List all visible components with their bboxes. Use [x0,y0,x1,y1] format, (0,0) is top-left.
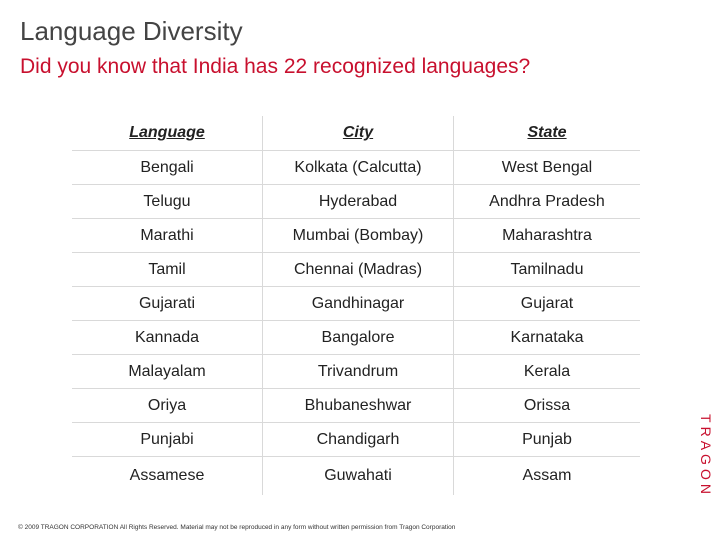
cell-language: Punjabi [72,422,263,457]
cell-language: Tamil [72,252,263,287]
table-row: Bengali Kolkata (Calcutta) West Bengal [72,150,640,185]
cell-city: Hyderabad [262,184,454,219]
cell-language: Gujarati [72,286,263,321]
cell-language: Marathi [72,218,263,253]
table-row: Kannada Bangalore Karnataka [72,320,640,355]
cell-city: Guwahati [262,456,454,495]
table-row: Marathi Mumbai (Bombay) Maharashtra [72,218,640,253]
cell-city: Bhubaneshwar [262,388,454,423]
cell-language: Bengali [72,150,263,185]
cell-city: Trivandrum [262,354,454,389]
slide-subtitle: Did you know that India has 22 recognize… [20,55,531,78]
language-table: Language City State Bengali Kolkata (Calc… [72,116,640,495]
header-language: Language [72,116,263,151]
table-row: Assamese Guwahati Assam [72,456,640,495]
copyright-footer: © 2009 TRAGON CORPORATION All Rights Res… [18,524,456,531]
brand-logo-text: TRAGON [698,414,714,498]
cell-language: Oriya [72,388,263,423]
cell-state: Orissa [453,388,640,423]
cell-state: Karnataka [453,320,640,355]
table-row: Punjabi Chandigarh Punjab [72,422,640,457]
cell-state: West Bengal [453,150,640,185]
table-row: Malayalam Trivandrum Kerala [72,354,640,389]
cell-city: Chandigarh [262,422,454,457]
cell-state: Assam [522,467,572,484]
cell-language: Telugu [72,184,263,219]
table-row: Oriya Bhubaneshwar Orissa [72,388,640,423]
cell-state: Tamilnadu [453,252,640,287]
cell-language: Malayalam [72,354,263,389]
cell-state: Andhra Pradesh [453,184,640,219]
brand-logo: TRAGON [698,410,714,502]
table-body: Bengali Kolkata (Calcutta) West Bengal Telu… [72,150,640,495]
cell-city: Chennai (Madras) [262,252,454,287]
cell-city: Gandhinagar [262,286,454,321]
cell-city: Bangalore [262,320,454,355]
table-row: Telugu Hyderabad Andhra Pradesh [72,184,640,219]
cell-state: Gujarat [453,286,640,321]
cell-state: Maharashtra [453,218,640,253]
cell-city: Kolkata (Calcutta) [262,150,454,185]
cell-state: Punjab [453,422,640,457]
table-row: Gujarati Gandhinagar Gujarat [72,286,640,321]
cell-city: Mumbai (Bombay) [262,218,454,253]
header-city: City [262,116,454,151]
table-row: Tamil Chennai (Madras) Tamilnadu [72,252,640,287]
cell-language: Kannada [72,320,263,355]
table-header-row: Language City State [72,116,640,151]
slide-title: Language Diversity [20,16,243,46]
cell-language: Assamese [72,456,263,495]
cell-state: Kerala [453,354,640,389]
header-state: State [453,116,640,151]
